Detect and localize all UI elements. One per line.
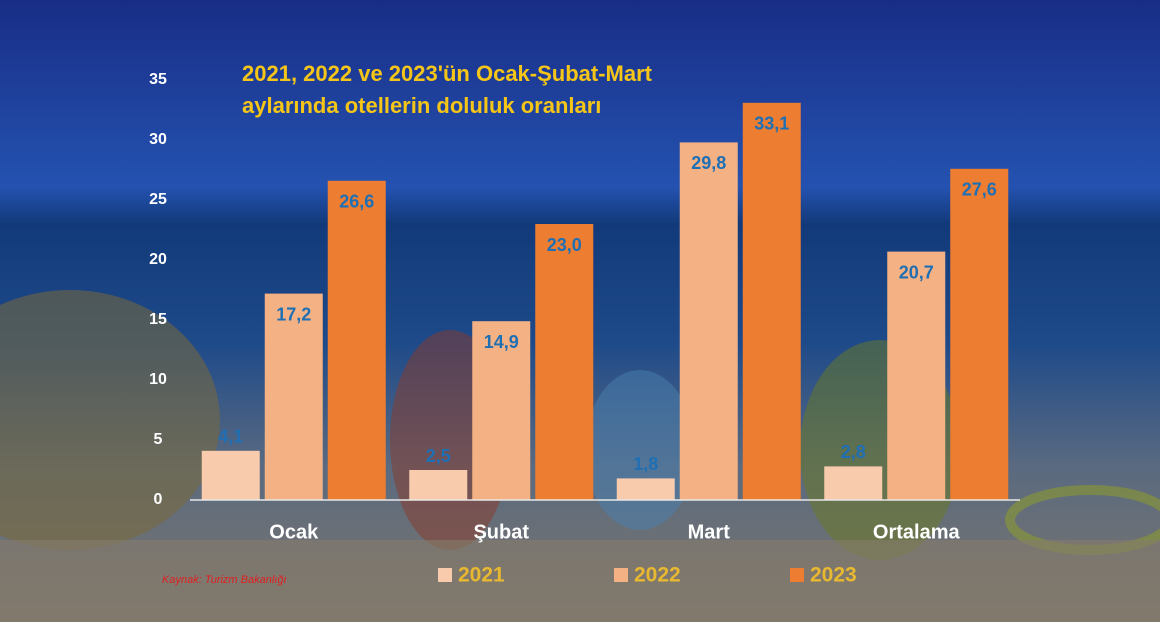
value-label: 1,8	[633, 454, 658, 474]
x-tick-label: Ocak	[269, 521, 319, 543]
value-label: 26,6	[339, 192, 374, 212]
flip-flop	[585, 370, 695, 530]
chart-title: 2021, 2022 ve 2023'ün Ocak-Şubat-Mart	[242, 61, 653, 86]
bar	[950, 168, 1009, 501]
y-tick-label: 15	[149, 311, 167, 328]
legend-label: 2021	[458, 564, 505, 587]
bar	[824, 466, 883, 500]
value-label: 20,7	[899, 262, 934, 282]
bar	[201, 450, 260, 500]
legend-label: 2023	[810, 564, 857, 587]
x-tick-label: Mart	[688, 521, 731, 543]
y-tick-label: 0	[154, 491, 163, 508]
value-label: 33,1	[754, 114, 789, 134]
bar	[616, 478, 675, 500]
value-label: 29,8	[691, 153, 726, 173]
bar	[327, 180, 386, 501]
legend-swatch	[790, 568, 804, 582]
y-tick-label: 35	[149, 71, 167, 88]
source-note: Kaynak: Turizm Bakanlığı	[162, 574, 287, 586]
bar	[472, 321, 531, 500]
bar	[409, 470, 468, 500]
value-label: 2,5	[426, 446, 451, 466]
beach-ball	[0, 290, 220, 550]
sand	[0, 540, 1160, 622]
bar	[535, 224, 594, 500]
y-tick-label: 10	[149, 371, 167, 388]
value-label: 14,9	[484, 332, 519, 352]
bar	[679, 142, 738, 500]
legend-swatch	[614, 568, 628, 582]
x-tick-label: Ortalama	[873, 521, 961, 543]
value-label: 2,8	[841, 442, 866, 462]
value-label: 4,1	[218, 427, 243, 447]
y-tick-label: 25	[149, 191, 167, 208]
y-tick-label: 5	[154, 431, 163, 448]
y-tick-label: 30	[149, 131, 167, 148]
bar	[264, 293, 323, 500]
chart-title: aylarında otellerin doluluk oranları	[242, 93, 601, 118]
value-label: 23,0	[547, 235, 582, 255]
bar	[887, 251, 946, 500]
legend-label: 2022	[634, 564, 681, 587]
y-tick-label: 20	[149, 251, 167, 268]
x-tick-label: Şubat	[473, 521, 529, 543]
bar	[742, 102, 801, 501]
value-label: 17,2	[276, 304, 311, 324]
legend-swatch	[438, 568, 452, 582]
value-label: 27,6	[962, 180, 997, 200]
